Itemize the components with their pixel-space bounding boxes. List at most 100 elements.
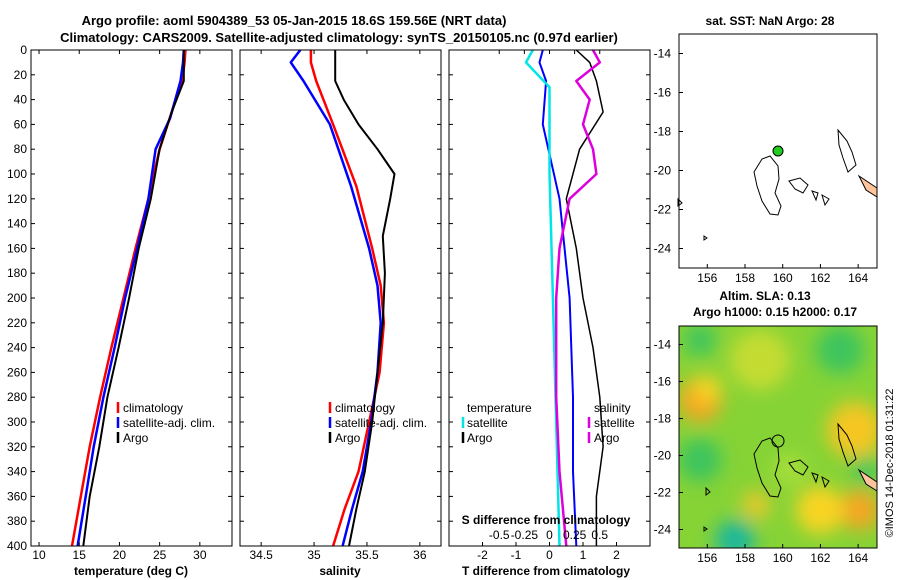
t-difference-xlabel: T difference from climatology: [462, 564, 630, 578]
sla-map-frame: [678, 325, 878, 549]
x-tick-label: 10: [32, 548, 46, 562]
temperature-legend: climatology satellite-adj. clim. Argo: [116, 401, 215, 445]
lat-tick-label: -24: [654, 523, 672, 537]
depth-tick-label: 340: [7, 465, 27, 479]
series-line-argo: [82, 50, 185, 547]
island-loyalty-outline: [788, 177, 809, 194]
sst-map-panel: sat. SST: NaN Argo: 28 -14 -16 -18 -20 -22 -2…: [654, 14, 878, 285]
depth-tick-label: 260: [7, 365, 27, 379]
s-diff-tick-label: -0.25: [511, 528, 539, 542]
salinity-panel-frame: [239, 49, 442, 547]
legend-label-argo: Argo: [123, 431, 149, 445]
legend-label-s-argo: Argo: [594, 431, 620, 445]
legend-label-climatology: climatology: [123, 401, 183, 415]
island-small-outline: [677, 197, 683, 207]
sla-map-subtitle: Argo h1000: 0.15 h2000: 0.17: [693, 305, 857, 319]
series-line-t-argo: [565, 49, 604, 546]
legend-label-climatology: climatology: [335, 401, 395, 415]
legend-title-salinity: salinity: [594, 401, 631, 415]
depth-tick-label: 160: [7, 241, 27, 255]
legend-label-satellite: satellite-adj. clim.: [335, 416, 427, 430]
lat-tick-label: -22: [654, 486, 672, 500]
salinity-panel: 34.5 35 35.5 36 salinity climatology satell…: [239, 49, 442, 578]
island-small-outline: [811, 190, 819, 202]
lat-tick-label: -18: [654, 412, 672, 426]
island-new-caledonia-outline: [753, 437, 782, 498]
depth-tick-label: 280: [7, 390, 27, 404]
title-line-2: Climatology: CARS2009. Satellite-adjuste…: [60, 30, 618, 45]
lat-tick-label: -24: [654, 242, 672, 256]
depth-tick-label: 60: [14, 117, 28, 131]
depth-tick-label: 100: [7, 167, 27, 181]
lat-tick-label: -14: [654, 338, 672, 352]
difference-panel: -2 -1 0 1 2 -0.5 -0.25 0 0.25 0.5 S difference fr…: [448, 49, 651, 578]
island-small-outline: [811, 472, 819, 484]
depth-tick-label: 360: [7, 489, 27, 503]
temperature-panel: 0204060801001201401601802002202402602803…: [7, 43, 650, 578]
island-small-outline: [705, 486, 711, 496]
sla-heatmap: [679, 326, 877, 548]
depth-tick-label: 240: [7, 341, 27, 355]
series-line-satellite-adj-clim: [76, 49, 186, 547]
s-diff-tick-label: 0.25: [563, 528, 587, 542]
x-tick-label: 34.5: [249, 548, 273, 562]
depth-tick-label: 0: [20, 43, 27, 57]
series-line-climatology: [70, 49, 187, 547]
lon-tick-label: 156: [697, 551, 717, 565]
s-diff-tick-label: 0.5: [591, 528, 608, 542]
island-small-outline: [703, 526, 708, 532]
t-diff-tick-label: 1: [580, 548, 587, 562]
salinity-plot-area: [289, 49, 396, 547]
sst-map-title: sat. SST: NaN Argo: 28: [706, 14, 835, 28]
series-line-satellite-adj-clim: [289, 49, 382, 547]
lat-tick-label: -16: [654, 375, 672, 389]
x-tick-label: 25: [153, 548, 167, 562]
lat-tick-label: -20: [654, 164, 672, 178]
lon-tick-label: 164: [848, 551, 868, 565]
s-diff-tick-label: -0.5: [489, 528, 510, 542]
sla-map-coastlines: [703, 422, 857, 532]
lon-tick-label: 160: [773, 271, 793, 285]
series-line-climatology: [309, 50, 386, 547]
lon-tick-label: 164: [848, 271, 868, 285]
lon-tick-label: 158: [735, 271, 755, 285]
depth-tick-label: 220: [7, 316, 27, 330]
copyright-stamp: ©IMOS 14-Dec-2018 01:31:22: [884, 389, 896, 538]
argo-location-marker: [771, 434, 785, 448]
depth-tick-label: 200: [7, 291, 27, 305]
depth-tick-label: 380: [7, 514, 27, 528]
s-diff-tick-label: 0: [546, 528, 553, 542]
legend-label-s-satellite: satellite: [594, 416, 635, 430]
legend-title-temperature: temperature: [467, 401, 532, 415]
difference-legend: temperature satellite Argo salinity sate…: [461, 401, 635, 445]
depth-tick-label: 180: [7, 266, 27, 280]
salinity-legend: climatology satellite-adj. clim. Argo: [328, 401, 427, 445]
land-patch: [857, 174, 878, 198]
x-tick-label: 35.5: [355, 548, 379, 562]
island-vanuatu-outline: [837, 128, 857, 173]
lon-tick-label: 156: [697, 271, 717, 285]
sst-map-coastlines: [677, 128, 857, 241]
depth-tick-label: 20: [14, 68, 28, 82]
island-small-outline: [703, 235, 708, 241]
depth-tick-label: 80: [14, 142, 28, 156]
island-loyalty-outline: [788, 459, 809, 476]
lon-tick-label: 162: [810, 271, 830, 285]
lat-tick-label: -14: [654, 47, 672, 61]
lat-tick-label: -22: [654, 203, 672, 217]
x-tick-label: 15: [73, 548, 87, 562]
legend-label-t-argo: Argo: [467, 431, 493, 445]
temperature-xlabel: temperature (deg C): [74, 564, 188, 578]
t-diff-tick-label: 2: [613, 548, 620, 562]
legend-label-argo: Argo: [335, 431, 361, 445]
sla-map-title: Altim. SLA: 0.13: [719, 289, 811, 303]
series-line-s-argo: [554, 49, 602, 547]
x-tick-label: 35: [307, 548, 321, 562]
island-small-outline: [821, 475, 830, 489]
lon-tick-label: 162: [810, 551, 830, 565]
x-tick-label: 20: [113, 548, 127, 562]
difference-plot-area: [524, 49, 604, 547]
sla-map-panel: Altim. SLA: 0.13 Argo h1000: 0.15 h2000:…: [654, 289, 878, 565]
depth-tick-label: 120: [7, 192, 27, 206]
depth-tick-label: 320: [7, 440, 27, 454]
